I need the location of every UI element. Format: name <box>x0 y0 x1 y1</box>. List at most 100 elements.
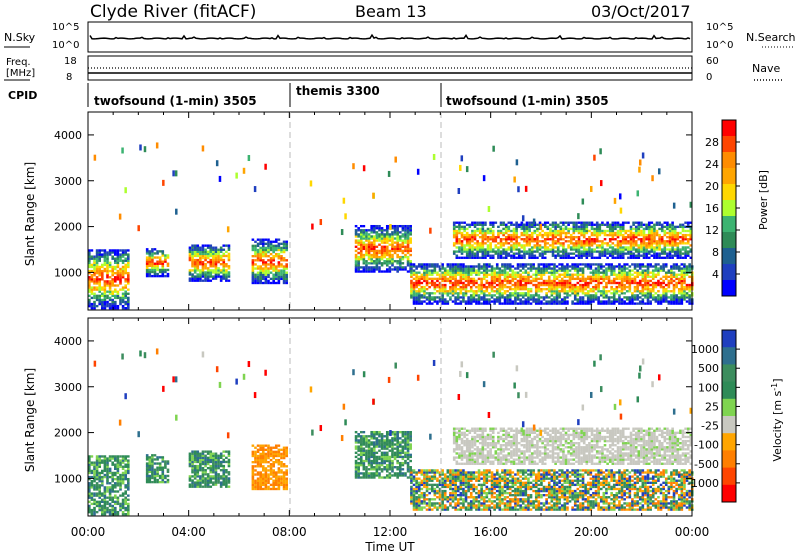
noise-left-label: N.Sky <box>4 31 36 44</box>
power-cell <box>124 187 127 194</box>
velocity-cell <box>158 480 162 484</box>
power-cell <box>274 244 278 248</box>
power-cell <box>651 265 655 268</box>
power-cell <box>502 256 505 259</box>
power-cell <box>485 298 489 301</box>
power-cell <box>612 269 616 272</box>
power-cell <box>476 229 479 233</box>
power-cell <box>375 264 379 267</box>
power-cell <box>438 281 442 285</box>
power-cell <box>524 269 528 272</box>
power-cell <box>385 247 389 251</box>
power-cell <box>676 246 680 249</box>
power-cell <box>634 233 638 237</box>
power-cell <box>158 258 162 261</box>
power-cell <box>605 271 608 274</box>
power-cell <box>428 269 431 272</box>
velocity-cell <box>103 502 107 506</box>
power-cell <box>188 248 192 251</box>
velocity-cell <box>95 500 99 504</box>
power-cell <box>641 302 645 305</box>
velocity-cell <box>193 450 197 453</box>
power-cell <box>472 281 476 285</box>
power-cell <box>269 261 273 264</box>
power-cell <box>458 229 461 233</box>
power-cell <box>485 300 489 303</box>
power-cell <box>455 256 459 259</box>
power-cell <box>482 277 486 281</box>
power-cell <box>199 260 202 264</box>
power-cell <box>612 271 616 274</box>
power-cell <box>357 235 360 238</box>
power-cell <box>446 290 450 293</box>
power-cell <box>365 268 368 271</box>
power-cell <box>261 275 265 278</box>
velocity-cell <box>101 504 104 508</box>
velocity-cell <box>214 477 218 480</box>
power-cell <box>354 260 358 263</box>
power-cell <box>641 300 645 303</box>
velocity-cell <box>127 504 130 508</box>
velocity-cell <box>214 469 218 472</box>
power-cell <box>406 241 410 244</box>
power-cell <box>158 256 162 259</box>
power-cell <box>145 262 149 265</box>
power-cell <box>225 244 228 247</box>
power-cell <box>644 279 647 283</box>
power-cell <box>484 221 487 224</box>
power-cell <box>645 233 648 237</box>
power-cell <box>456 267 460 270</box>
power-cell <box>372 249 376 253</box>
power-cell <box>460 248 464 251</box>
velocity-cell <box>212 475 215 478</box>
power-cell <box>667 271 671 274</box>
power-cell <box>204 271 207 274</box>
velocity-cell <box>151 456 154 459</box>
power-cell <box>668 240 672 243</box>
power-cell <box>459 164 462 171</box>
power-cell <box>629 233 633 237</box>
power-cell <box>681 240 685 243</box>
power-cell <box>188 277 192 280</box>
power-cell <box>646 265 650 268</box>
power-cell <box>543 246 547 249</box>
power-cell <box>584 281 587 285</box>
velocity-cell <box>101 475 104 479</box>
power-cell <box>506 273 509 276</box>
power-cell <box>542 296 546 299</box>
power-cell <box>477 296 481 299</box>
power-cell <box>499 250 503 253</box>
power-cell <box>649 288 652 291</box>
power-cell <box>433 298 437 301</box>
power-cell <box>452 225 456 229</box>
power-cell <box>451 269 455 272</box>
power-cell <box>193 254 197 258</box>
power-cell <box>551 225 555 229</box>
power-cell <box>90 292 94 295</box>
velocity-cell <box>161 476 165 480</box>
power-cell <box>555 281 559 285</box>
power-cell <box>573 273 577 276</box>
power-cell <box>683 277 686 281</box>
power-cell <box>218 175 222 182</box>
power-cell <box>417 277 421 281</box>
power-cell <box>618 294 621 297</box>
power-cell <box>264 269 268 272</box>
power-cell <box>558 300 561 303</box>
power-cell <box>651 285 655 289</box>
velocity-cell <box>116 500 120 504</box>
power-cell <box>555 285 559 289</box>
velocity-cell <box>106 508 109 512</box>
power-cell <box>516 281 520 285</box>
power-cell <box>685 300 689 303</box>
power-cell <box>662 263 665 266</box>
power-cell <box>586 281 590 285</box>
power-cell <box>261 240 265 243</box>
velocity-cell <box>201 460 205 464</box>
power-cell <box>512 242 516 245</box>
power-cell <box>199 271 202 274</box>
power-cell <box>593 238 596 241</box>
power-cell <box>267 269 270 272</box>
power-cell <box>671 248 674 251</box>
power-cell <box>90 288 94 291</box>
